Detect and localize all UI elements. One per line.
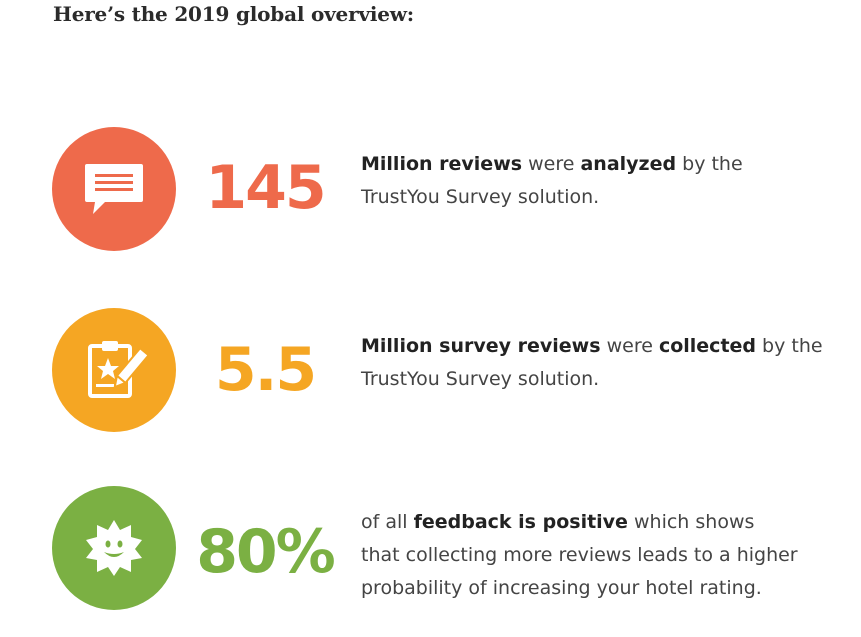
reviews-icon-circle bbox=[52, 127, 176, 251]
text-bold: Million survey reviews bbox=[361, 335, 601, 357]
clipboard-star-pencil-icon bbox=[88, 341, 150, 398]
text-bold: analyzed bbox=[580, 153, 677, 175]
text-regular: that collecting more reviews leads to a … bbox=[361, 544, 798, 566]
stat-description-reviews: Million reviews were analyzed by the Tru… bbox=[361, 148, 743, 214]
text-regular: probability of increasing your hotel rat… bbox=[361, 577, 762, 599]
text-regular: were bbox=[600, 335, 659, 357]
stat-row-survey-reviews: 5.5 Million survey reviews were collecte… bbox=[0, 307, 861, 437]
text-regular: by the bbox=[756, 335, 823, 357]
text-regular: by the bbox=[676, 153, 743, 175]
survey-icon-circle bbox=[52, 308, 176, 432]
text-regular: which shows bbox=[627, 511, 755, 533]
text-bold: feedback is positive bbox=[413, 511, 628, 533]
smiling-sun-icon bbox=[86, 520, 142, 576]
text-regular: TrustYou Survey solution. bbox=[361, 186, 600, 208]
stat-row-positive-feedback: 80% of all feedback is positive which sh… bbox=[0, 484, 861, 614]
speech-bubble-icon bbox=[85, 164, 143, 214]
stat-description-feedback: of all feedback is positive which shows … bbox=[361, 506, 798, 605]
stat-description-survey: Million survey reviews were collected by… bbox=[361, 330, 823, 396]
page-heading: Here’s the 2019 global overview: bbox=[53, 2, 414, 26]
stat-number-reviews: 145 bbox=[205, 153, 326, 223]
feedback-icon-circle bbox=[52, 486, 176, 610]
text-bold: Million reviews bbox=[361, 153, 523, 175]
text-regular: of all bbox=[361, 511, 414, 533]
stat-number-feedback: 80% bbox=[196, 517, 336, 587]
stat-row-reviews-analyzed: 145 Million reviews were analyzed by the… bbox=[0, 124, 861, 254]
text-bold: collected bbox=[658, 335, 757, 357]
text-regular: TrustYou Survey solution. bbox=[361, 368, 600, 390]
text-regular: were bbox=[522, 153, 581, 175]
stat-number-survey: 5.5 bbox=[214, 335, 317, 405]
